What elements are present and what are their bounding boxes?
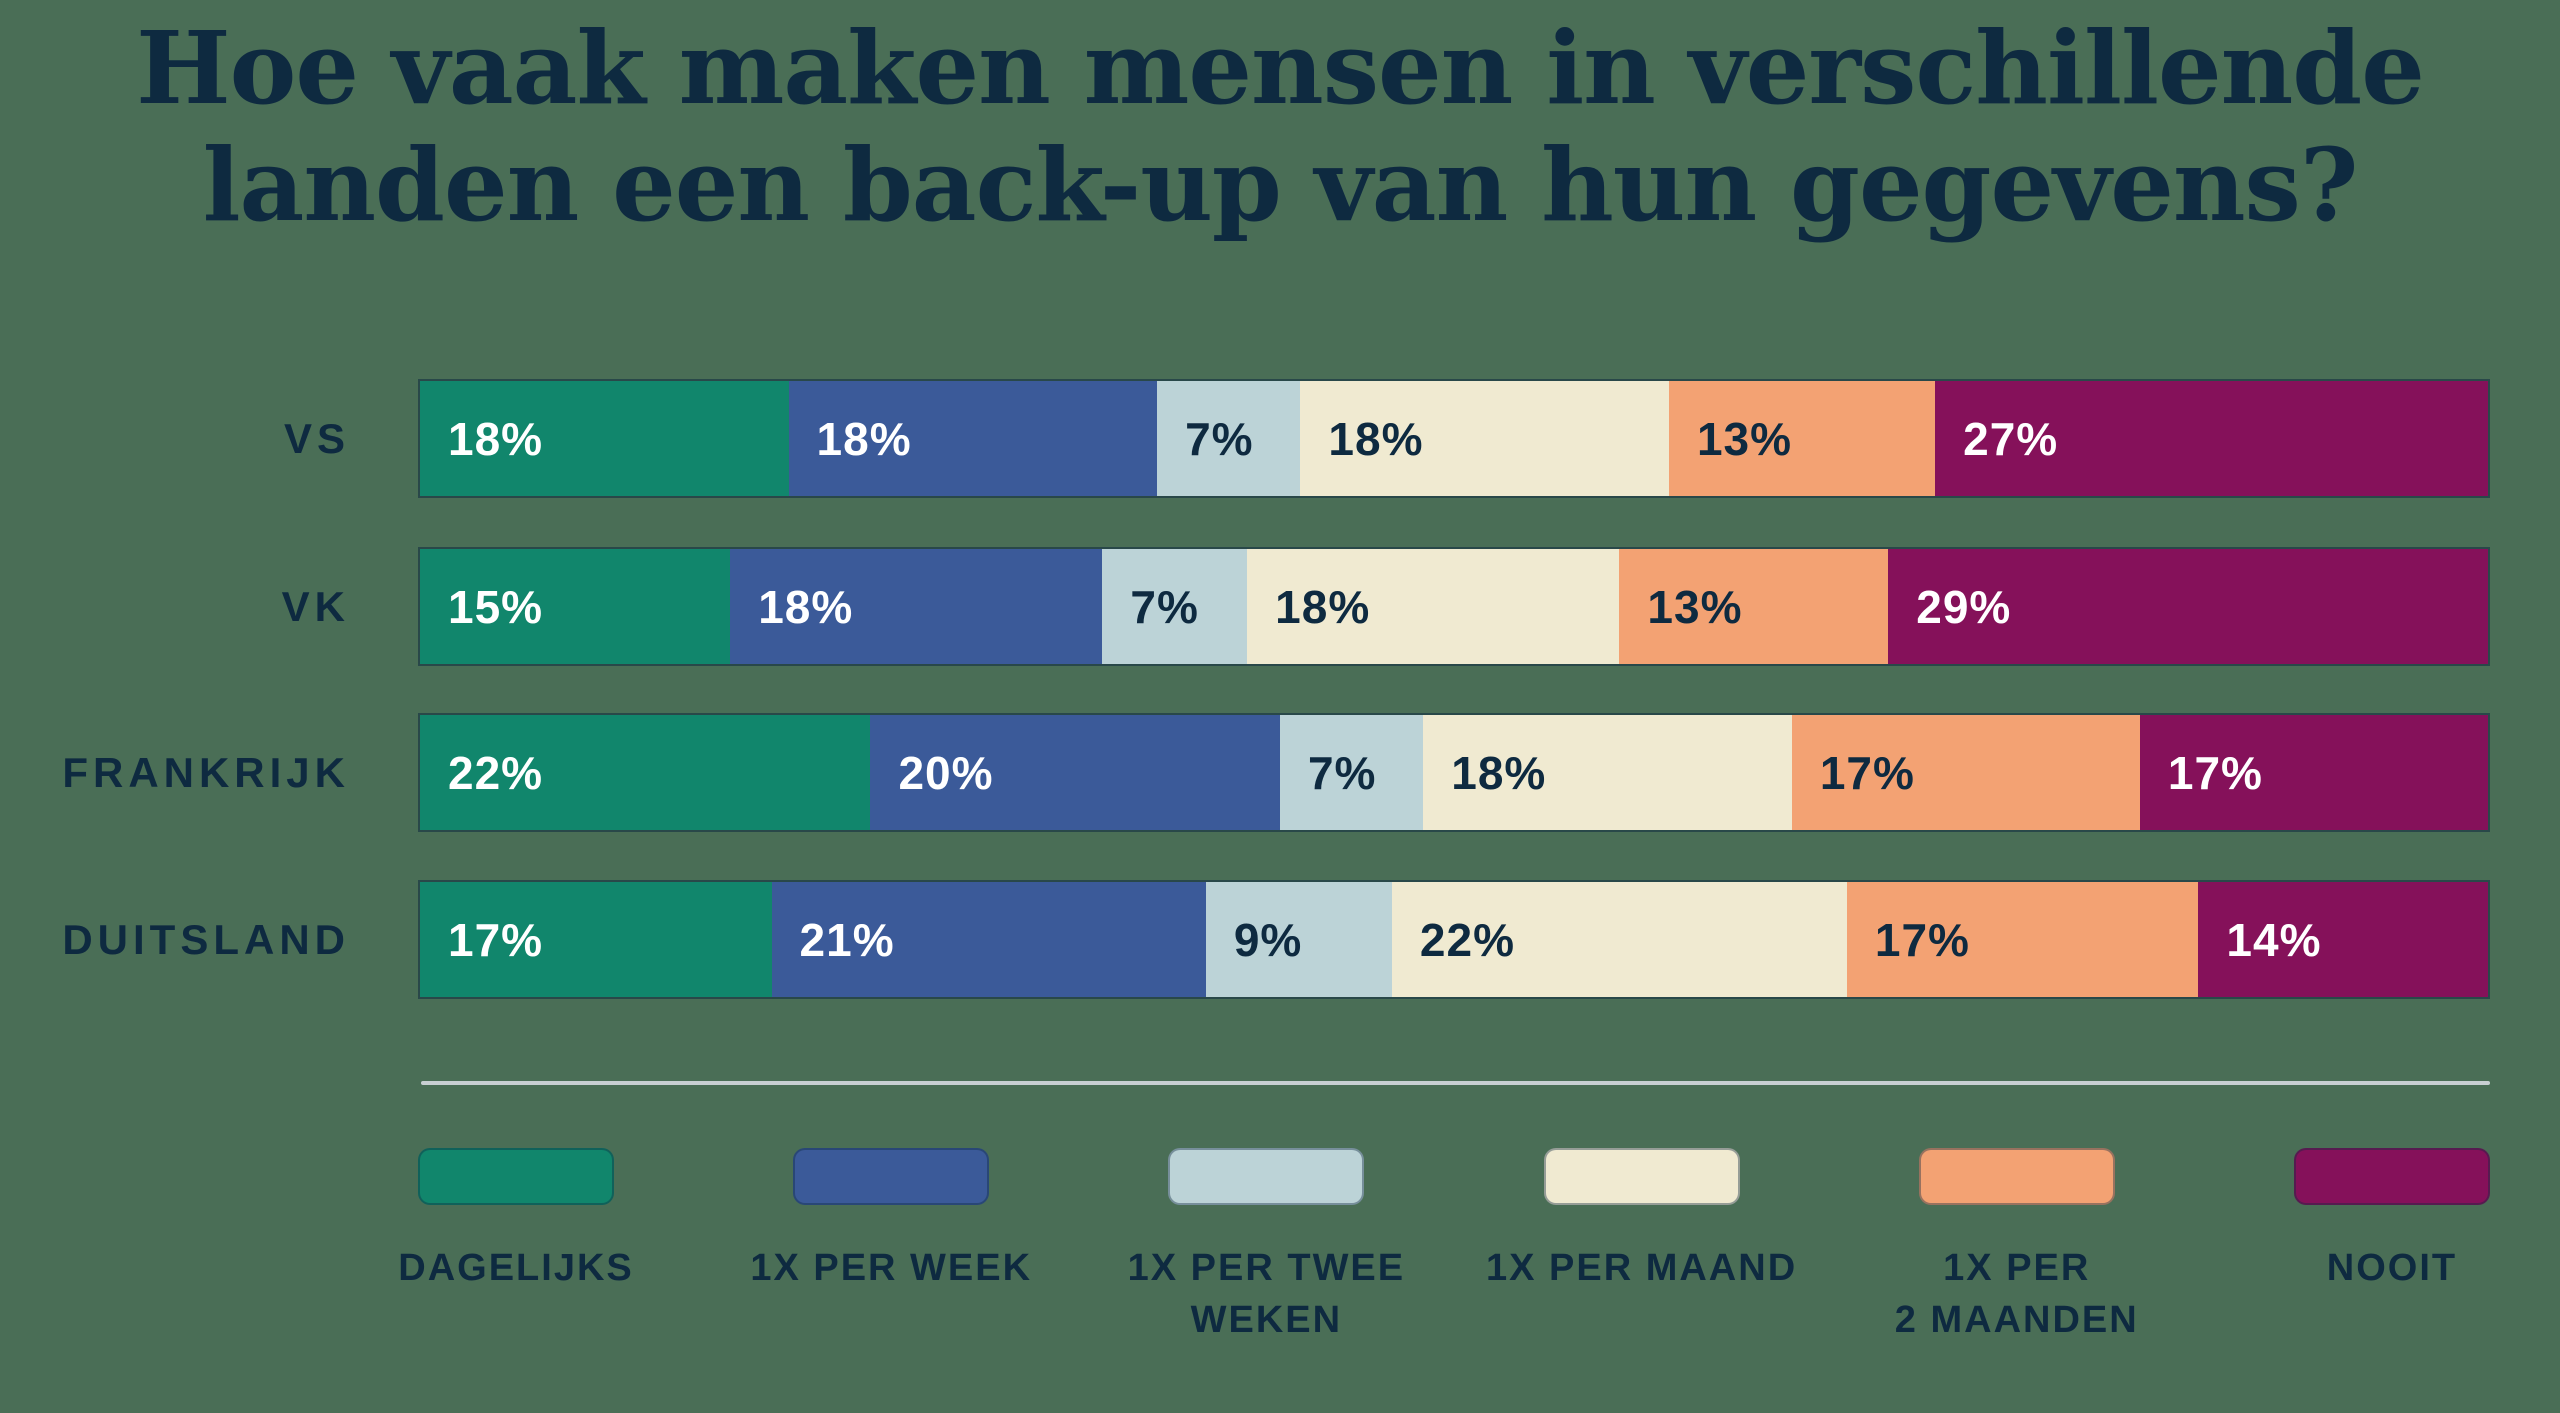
segment-value-label: 29% [1916, 580, 2012, 633]
stacked-bar: 17% 21% 9% 22% 17% 14% [418, 880, 2490, 999]
segment-value-label: 7% [1307, 746, 1377, 799]
stacked-bar: 18% 18% 7% 18% 13% 27% [418, 379, 2490, 498]
segment-value-label: 18% [1451, 746, 1547, 799]
segment-value-label: 22% [448, 746, 544, 799]
row-label: VK [281, 582, 350, 630]
chart-title: Hoe vaak maken mensen in verschillende l… [136, 9, 2425, 244]
legend: DAGELIJKS 1X PER WEEK 1X PER TWEE WEKEN 1X … [398, 1148, 2490, 1341]
legend-swatch-dagelijks [418, 1148, 614, 1205]
bar-segment-1x-per-2-maanden: 17% [1791, 715, 2140, 830]
chart-row-vs: VS 18% 18% 7% 18% 13% 27% [0, 379, 2560, 498]
segment-value-label: 27% [1963, 412, 2059, 465]
segment-value-label: 17% [448, 913, 544, 966]
bar-segment-1x-per-maand: 22% [1391, 882, 1847, 997]
legend-item-nooit: NOOIT [2293, 1148, 2490, 1289]
chart-row-vk: VK 15% 18% 7% 18% 13% 29% [0, 547, 2560, 666]
segment-value-label: 18% [1328, 412, 1424, 465]
bar-segment-1x-per-twee-weken: 9% [1205, 882, 1392, 997]
bar-segment-1x-per-maand: 18% [1300, 381, 1669, 496]
bar-segment-dagelijks: 15% [420, 549, 731, 664]
bar-segment-nooit: 14% [2198, 882, 2488, 997]
segment-value-label: 13% [1647, 580, 1743, 633]
segment-value-label: 22% [1419, 913, 1515, 966]
segment-value-label: 14% [2226, 913, 2322, 966]
bar-segment-dagelijks: 17% [420, 882, 772, 997]
row-label: VS [283, 414, 350, 462]
bar-segment-1x-per-twee-weken: 7% [1279, 715, 1424, 830]
bar-segment-1x-per-week: 18% [730, 549, 1103, 664]
bar-segment-1x-per-2-maanden: 13% [1668, 381, 1936, 496]
segment-value-label: 7% [1185, 412, 1254, 465]
bar-segment-dagelijks: 18% [420, 381, 789, 496]
bar-segment-1x-per-2-maanden: 17% [1846, 882, 2199, 997]
legend-item-1x-per-maand: 1X PER MAAND [1486, 1148, 1795, 1289]
legend-label: 1X PER TWEE WEKEN [1127, 1247, 1406, 1342]
legend-item-1x-per-twee-weken: 1X PER TWEE WEKEN [1128, 1148, 1403, 1341]
legend-item-dagelijks: DAGELIJKS [398, 1148, 632, 1289]
bar-segment-nooit: 29% [1888, 549, 2488, 664]
legend-swatch-1x-per-twee-weken [1168, 1148, 1365, 1205]
bar-segment-1x-per-week: 21% [771, 882, 1206, 997]
legend-item-1x-per-week: 1X PER WEEK [750, 1148, 1030, 1289]
bar-chart: VS 18% 18% 7% 18% 13% 27% VK 15% 18% 7% 18% 13% 29% FR… [0, 379, 2560, 999]
stacked-bar: 22% 20% 7% 18% 17% 17% [418, 713, 2490, 832]
segment-value-label: 17% [2167, 746, 2263, 799]
segment-value-label: 18% [758, 580, 854, 633]
legend-label: 1X PER WEEK [750, 1247, 1033, 1289]
legend-label: 1X PER 2 MAANDEN [1894, 1247, 2139, 1342]
segment-value-label: 15% [448, 580, 544, 633]
legend-divider [421, 1081, 2490, 1085]
bar-segment-1x-per-twee-weken: 7% [1102, 549, 1248, 664]
legend-label: 1X PER MAAND [1485, 1247, 1798, 1289]
stacked-bar: 15% 18% 7% 18% 13% 29% [418, 547, 2490, 666]
segment-value-label: 18% [816, 412, 912, 465]
legend-swatch-1x-per-week [793, 1148, 990, 1205]
bar-segment-dagelijks: 22% [420, 715, 871, 830]
bar-segment-nooit: 17% [2139, 715, 2488, 830]
segment-value-label: 13% [1696, 412, 1793, 465]
row-label: FRANKRIJK [62, 748, 350, 796]
chart-row-duitsland: DUITSLAND 17% 21% 9% 22% 17% 14% [0, 880, 2560, 999]
segment-value-label: 18% [448, 412, 544, 465]
row-label: DUITSLAND [62, 915, 350, 963]
legend-item-1x-per-2-maanden: 1X PER 2 MAANDEN [1895, 1148, 2137, 1341]
bar-segment-1x-per-twee-weken: 7% [1157, 381, 1301, 496]
bar-segment-1x-per-2-maanden: 13% [1619, 549, 1889, 664]
bar-segment-nooit: 27% [1935, 381, 2488, 496]
bar-segment-1x-per-week: 20% [870, 715, 1280, 830]
segment-value-label: 21% [799, 913, 895, 966]
legend-label: NOOIT [2326, 1247, 2458, 1289]
segment-value-label: 17% [1819, 746, 1915, 799]
bar-segment-1x-per-week: 18% [788, 381, 1158, 496]
segment-value-label: 17% [1874, 913, 1970, 966]
legend-swatch-nooit [2293, 1148, 2490, 1205]
legend-swatch-1x-per-maand [1543, 1148, 1740, 1205]
legend-swatch-1x-per-2-maanden [1918, 1148, 2115, 1205]
segment-value-label: 20% [898, 746, 994, 799]
segment-value-label: 7% [1130, 580, 1199, 633]
bar-segment-1x-per-maand: 18% [1247, 549, 1620, 664]
segment-value-label: 9% [1233, 913, 1303, 966]
segment-value-label: 18% [1275, 580, 1371, 633]
bar-segment-1x-per-maand: 18% [1423, 715, 1792, 830]
legend-label: DAGELIJKS [398, 1247, 634, 1289]
chart-row-frankrijk: FRANKRIJK 22% 20% 7% 18% 17% 17% [0, 713, 2560, 832]
